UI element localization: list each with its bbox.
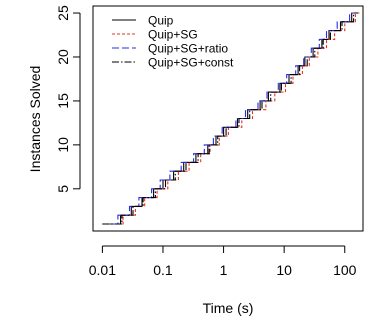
legend-label: Quip+SG+const: [148, 56, 234, 70]
x-tick-label: 0.01: [89, 262, 116, 278]
legend-label: Quip+SG: [148, 28, 198, 42]
series-line-3: [102, 12, 358, 225]
legend-label: Quip+SG+ratio: [148, 42, 228, 56]
plot-frame: [92, 5, 364, 232]
x-tick-label: 1: [220, 262, 228, 278]
series-line-0: [102, 12, 356, 225]
y-axis-label: Instances Solved: [27, 66, 43, 173]
y-axis: 5 10 15 20 25: [55, 5, 81, 193]
x-tick-label: 10: [276, 262, 292, 278]
y-tick-label: 25: [55, 5, 71, 21]
x-tick-label: 0.1: [153, 262, 173, 278]
x-axis: 0.01 0.1 1 10 100: [89, 245, 357, 278]
y-tick-label: 5: [55, 185, 71, 193]
x-tick-label: 100: [333, 262, 357, 278]
y-tick-label: 20: [55, 49, 71, 65]
series-layer: [102, 12, 360, 225]
series-line-1: [102, 12, 360, 225]
series-line-2: [102, 12, 354, 225]
legend-label: Quip: [148, 14, 174, 28]
x-axis-label: Time (s): [203, 300, 254, 316]
y-tick-label: 10: [55, 137, 71, 153]
y-tick-label: 15: [55, 93, 71, 109]
